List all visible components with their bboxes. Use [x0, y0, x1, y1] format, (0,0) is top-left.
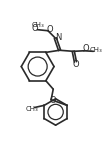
Text: CH₃: CH₃: [90, 47, 102, 53]
Text: O: O: [47, 25, 53, 34]
Text: CH₃: CH₃: [32, 22, 44, 28]
Text: CH₃: CH₃: [25, 106, 38, 112]
Text: O: O: [73, 60, 79, 69]
Text: O: O: [31, 24, 38, 33]
Text: O: O: [82, 44, 89, 53]
Text: O: O: [49, 96, 56, 105]
Text: N: N: [55, 33, 61, 42]
